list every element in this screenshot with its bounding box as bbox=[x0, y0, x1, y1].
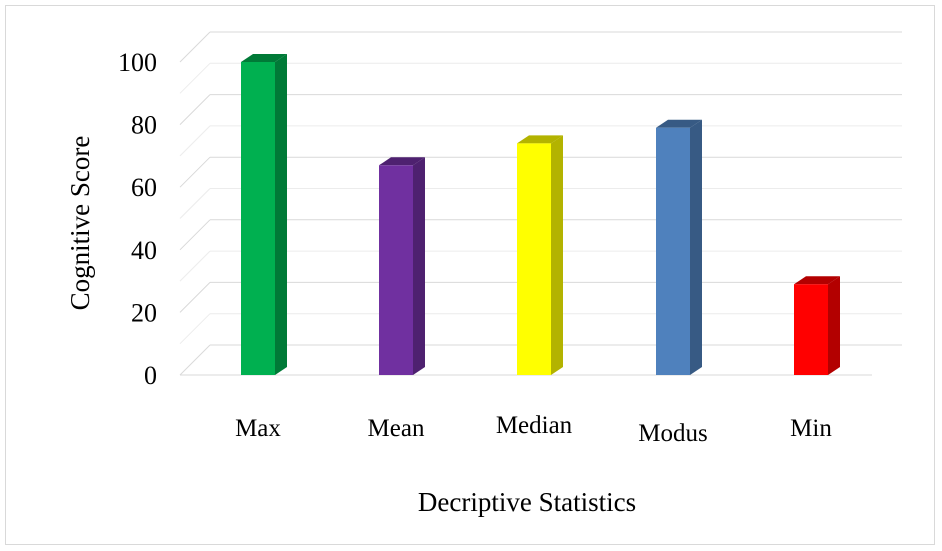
bar-top bbox=[517, 135, 563, 144]
bar bbox=[517, 143, 551, 375]
x-axis-title: Decriptive Statistics bbox=[418, 487, 636, 517]
x-tick-label: Min bbox=[790, 415, 832, 442]
bar-side bbox=[690, 119, 702, 375]
bar-top bbox=[656, 119, 702, 128]
y-tick-label: 20 bbox=[131, 298, 157, 327]
bar-side bbox=[275, 54, 287, 375]
y-tick-label: 80 bbox=[131, 111, 157, 140]
gridline-side bbox=[179, 250, 211, 282]
bar bbox=[656, 127, 690, 375]
y-tick-label: 40 bbox=[131, 236, 157, 265]
bar-top bbox=[794, 276, 840, 285]
y-axis-title: Cognitive Score bbox=[65, 136, 95, 311]
gridline-side bbox=[179, 344, 211, 376]
bar-top bbox=[379, 157, 425, 166]
x-tick-label: Mean bbox=[368, 415, 425, 442]
x-tick-label: Modus bbox=[638, 420, 707, 447]
bar bbox=[241, 62, 275, 375]
gridline-side bbox=[179, 94, 211, 125]
bar bbox=[794, 284, 828, 375]
bar-side bbox=[828, 276, 840, 375]
gridline-side bbox=[179, 282, 211, 313]
bar-side bbox=[413, 157, 425, 375]
gridline-side bbox=[179, 31, 211, 63]
x-tick-label: Max bbox=[235, 415, 281, 442]
bar-side bbox=[551, 135, 563, 375]
y-tick-label: 0 bbox=[144, 361, 157, 390]
x-tick-label: Median bbox=[496, 412, 573, 439]
x-axis-ticks: Max Mean Median Modus Min bbox=[235, 412, 832, 447]
gridline-side bbox=[179, 125, 211, 157]
y-axis-ticks: 0 20 40 60 80 100 bbox=[118, 48, 157, 390]
gridline-side bbox=[179, 62, 211, 94]
gridline-side bbox=[179, 156, 211, 188]
y-tick-label: 60 bbox=[131, 173, 157, 202]
bars bbox=[241, 54, 840, 375]
y-tick-label: 100 bbox=[118, 48, 157, 77]
gridline-side bbox=[179, 313, 211, 345]
gridline-side bbox=[179, 188, 211, 219]
gridline-side bbox=[179, 219, 211, 251]
bar bbox=[379, 165, 413, 375]
bar-top bbox=[241, 54, 287, 62]
